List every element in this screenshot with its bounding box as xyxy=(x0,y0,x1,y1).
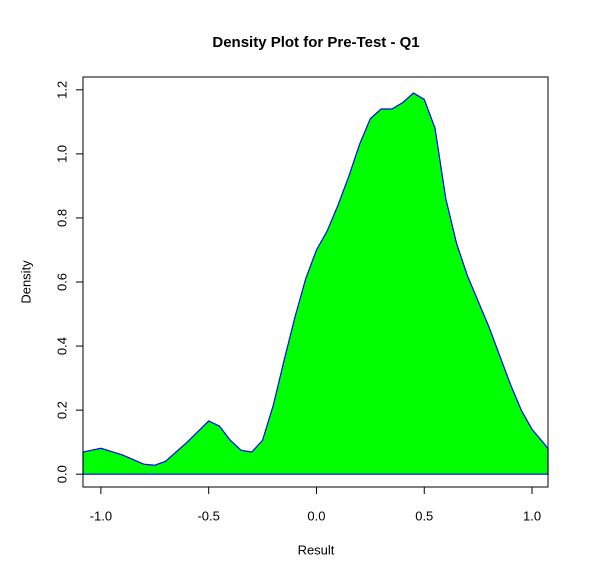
density-area xyxy=(82,92,549,475)
y-tick-label: 1.0 xyxy=(54,145,69,163)
y-tick-label: 0.4 xyxy=(54,337,69,355)
y-tick-label: 0.6 xyxy=(54,273,69,291)
y-tick-label: 1.2 xyxy=(54,81,69,99)
y-tick-label: 0.0 xyxy=(54,465,69,483)
x-tick-label: -1.0 xyxy=(90,508,112,523)
x-tick-label: 1.0 xyxy=(523,508,541,523)
x-tick-label: -0.5 xyxy=(197,508,219,523)
x-tick-label: 0.5 xyxy=(415,508,433,523)
chart-title: Density Plot for Pre-Test - Q1 xyxy=(212,34,419,51)
y-axis-label: Density xyxy=(18,260,33,304)
y-tick-label: 0.8 xyxy=(54,209,69,227)
x-axis-label: Result xyxy=(298,542,335,557)
x-tick-label: 0.0 xyxy=(307,508,325,523)
y-tick-label: 0.2 xyxy=(54,401,69,419)
